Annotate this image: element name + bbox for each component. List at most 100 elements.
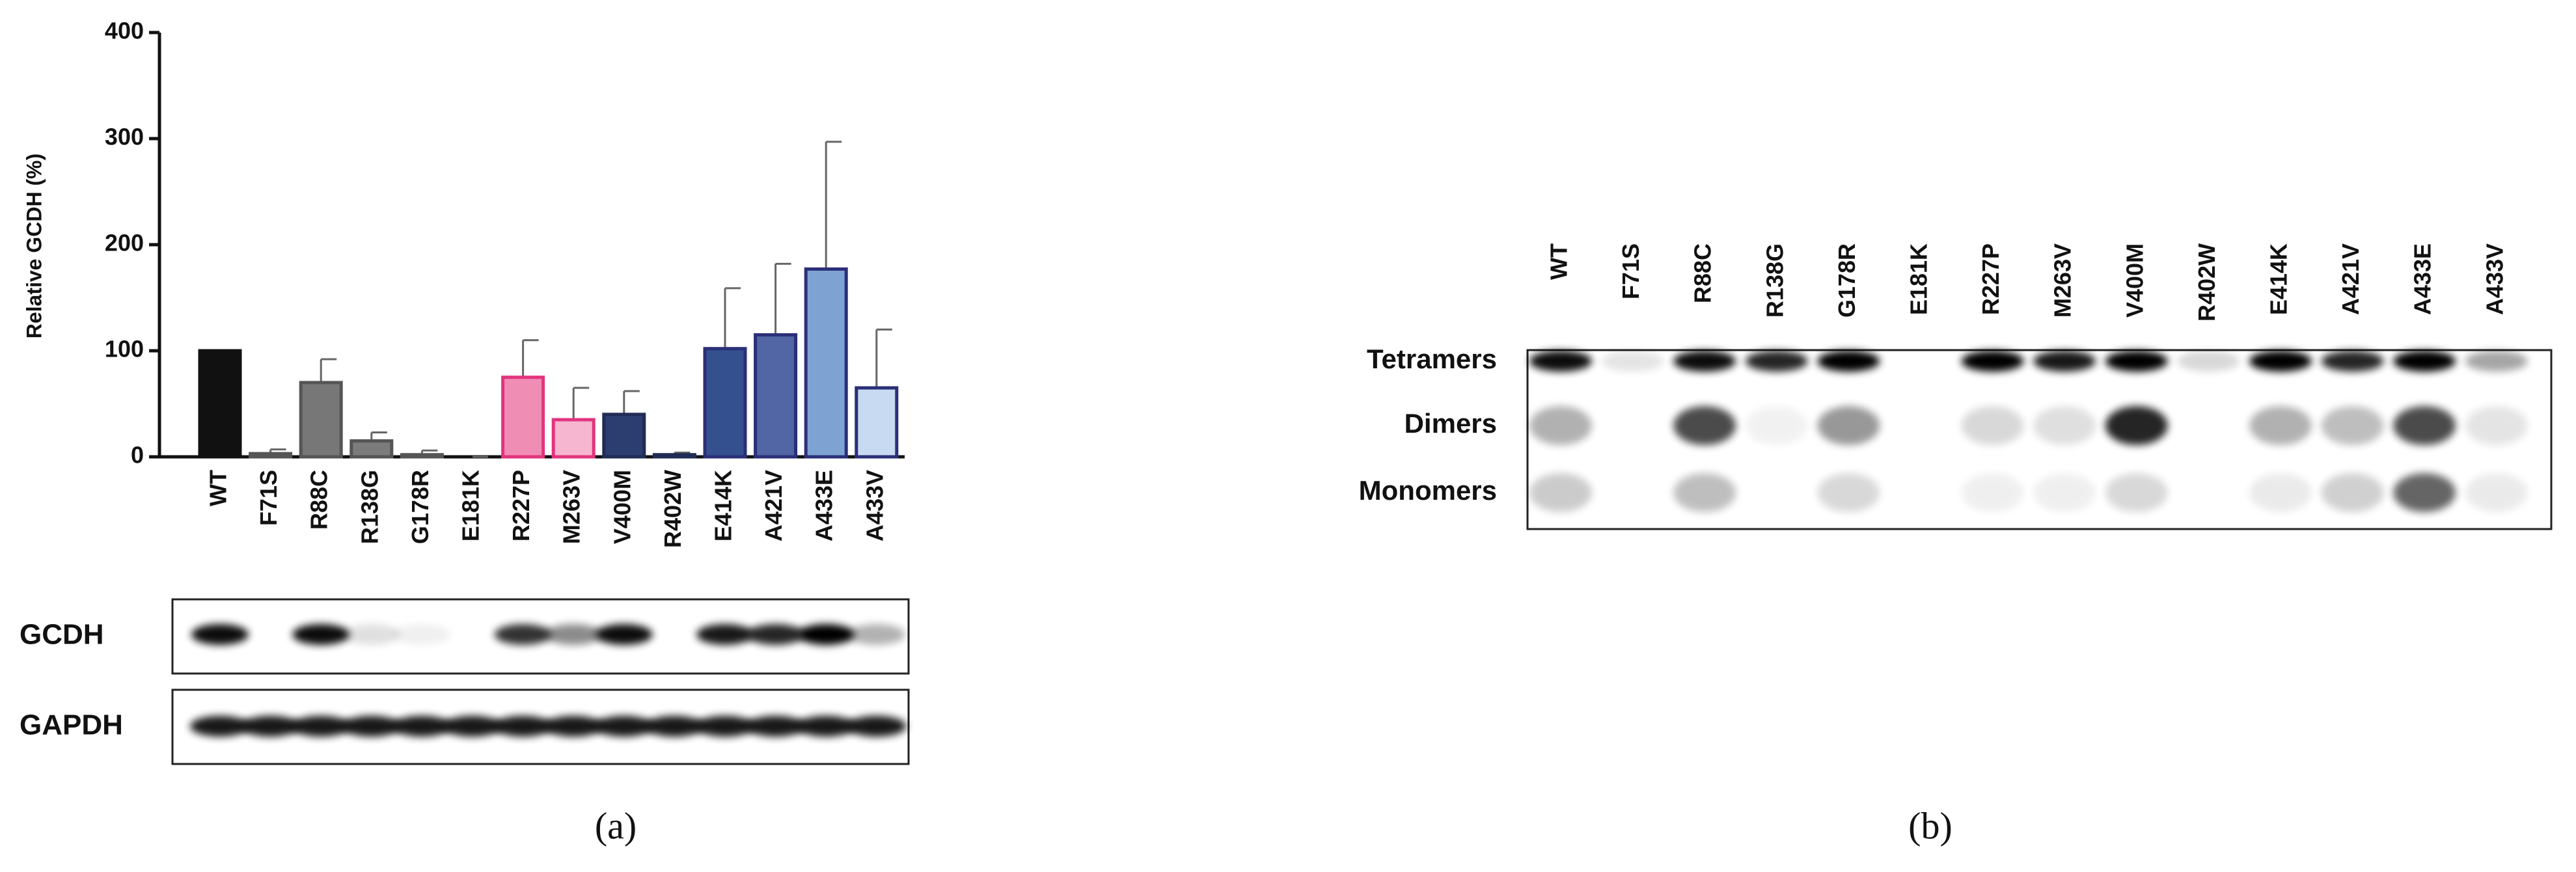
blot-band: [1673, 351, 1736, 372]
x-tick-label: WT: [205, 470, 232, 506]
blot-band: [1745, 406, 1808, 445]
blot-row-label: GAPDH: [20, 709, 123, 741]
y-tick-label: 100: [105, 336, 144, 362]
lane-label: E414K: [2266, 243, 2292, 315]
x-tick-label: V400M: [609, 470, 635, 544]
bar: [299, 381, 343, 459]
x-tick-label: M263V: [558, 470, 585, 544]
blot-band: [1745, 351, 1808, 372]
blot-band: [2033, 473, 2096, 512]
bar: [804, 267, 848, 459]
x-tick-label: E181K: [458, 470, 484, 541]
blot-band: [1961, 406, 2024, 445]
blot-band: [1601, 351, 1664, 372]
blot-band: [2105, 473, 2168, 512]
blot-band: [493, 716, 553, 737]
lane-label: R402W: [2193, 243, 2220, 321]
x-tick-label: F71S: [255, 470, 282, 526]
blot-band: [341, 716, 402, 737]
blot-band: [2393, 351, 2456, 372]
bar: [855, 386, 899, 459]
blot-band: [443, 716, 502, 737]
lane-label: A433E: [2409, 243, 2436, 315]
blot-band: [644, 716, 705, 737]
lane-label: G178R: [1833, 243, 1860, 318]
blot-row-label: GCDH: [20, 619, 104, 651]
blot-band: [292, 624, 350, 645]
blot-band: [545, 624, 603, 645]
blot-band: [2321, 406, 2384, 445]
blot-band: [1529, 351, 1592, 372]
bar: [754, 333, 798, 459]
blot-band: [2105, 406, 2168, 445]
blot-band: [2249, 351, 2312, 372]
x-tick-label: R402W: [659, 470, 686, 548]
x-tick-label: G178R: [407, 470, 433, 544]
y-axis-label: Relative GCDH (%): [22, 154, 46, 339]
blot-band: [240, 716, 301, 737]
blot-band: [392, 716, 452, 737]
blot-band: [847, 624, 905, 645]
lane-label: V400M: [2121, 243, 2148, 318]
x-tick-label: A421V: [760, 470, 787, 541]
blot-band: [595, 624, 653, 645]
blot-band: [1529, 406, 1592, 445]
blot-band: [2249, 406, 2312, 445]
blot-band: [696, 624, 754, 645]
panel-label: (a): [595, 804, 637, 847]
blot-band: [2465, 351, 2528, 372]
blot-band: [2465, 473, 2528, 512]
bar: [652, 453, 696, 459]
blot-band: [2321, 351, 2384, 372]
lane-label: R227P: [1977, 243, 2004, 315]
lane-label: R138G: [1761, 243, 1788, 318]
blot-band: [543, 716, 604, 737]
blot-band: [2465, 406, 2528, 445]
blot-band: [393, 624, 451, 645]
x-tick-label: R227P: [508, 470, 534, 541]
band-label: Tetramers: [1367, 344, 1497, 374]
blot-band: [2393, 406, 2456, 445]
x-tick-label: R138G: [356, 470, 383, 544]
blot-band: [191, 624, 249, 645]
x-tick-label: E414K: [710, 470, 737, 541]
lane-label: R88C: [1690, 243, 1716, 303]
blot-band: [695, 716, 755, 737]
blot-band: [1817, 473, 1880, 512]
blot-band: [846, 716, 907, 737]
y-tick-label: 200: [105, 230, 144, 256]
blot-band: [2105, 351, 2168, 372]
lane-label: A421V: [2337, 243, 2364, 315]
lane-label: M263V: [2049, 243, 2076, 318]
blot-band: [745, 716, 806, 737]
blot-band: [796, 716, 856, 737]
y-tick-label: 400: [105, 18, 144, 44]
blot-band: [2393, 473, 2456, 512]
blot-band: [2177, 351, 2240, 372]
blot-band: [1673, 473, 1736, 512]
blot-band: [2033, 406, 2096, 445]
lane-label: E181K: [1906, 243, 1932, 315]
lane-label: F71S: [1617, 243, 1644, 299]
bar: [198, 349, 242, 459]
blot-band: [2321, 473, 2384, 512]
blot-band: [1529, 473, 1592, 512]
y-tick-label: 0: [131, 442, 144, 469]
blot-band: [2033, 351, 2096, 372]
bar: [602, 413, 646, 459]
bar: [551, 418, 596, 459]
panel-label: (b): [1908, 804, 1953, 847]
blot-band: [190, 716, 250, 737]
blot-band: [797, 624, 855, 645]
bar: [249, 452, 293, 459]
blot-band: [2249, 473, 2312, 512]
band-label: Monomers: [1359, 475, 1497, 506]
lane-label: A433V: [2481, 243, 2508, 315]
blot-band: [342, 624, 400, 645]
blot-band: [291, 716, 351, 737]
x-tick-label: R88C: [306, 470, 333, 530]
blot-band: [1961, 473, 2024, 512]
bar: [703, 347, 747, 459]
blot-band: [1817, 406, 1880, 445]
